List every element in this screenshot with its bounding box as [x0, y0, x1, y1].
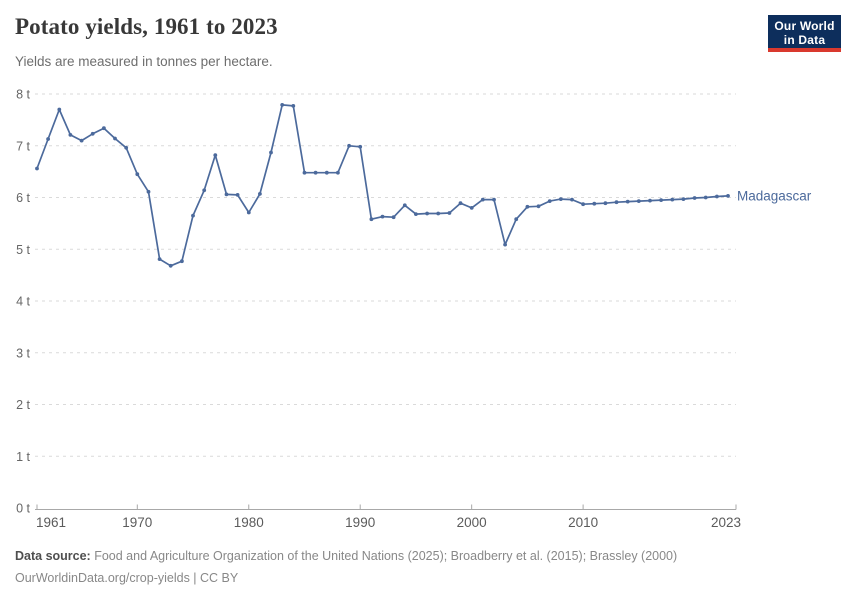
data-point-marker[interactable] [324, 170, 329, 175]
data-point-marker[interactable] [79, 138, 84, 143]
data-point-marker[interactable] [402, 203, 407, 208]
y-tick-label: 0 t [16, 502, 30, 516]
data-point-marker[interactable] [492, 197, 496, 202]
x-tick-label: 1961 [36, 515, 66, 530]
data-point-marker[interactable] [614, 200, 619, 205]
data-point-marker[interactable] [57, 107, 62, 112]
y-tick-label: 6 t [16, 191, 30, 205]
data-point-marker[interactable] [692, 196, 697, 200]
data-point-marker[interactable] [168, 263, 173, 268]
data-point-marker[interactable] [113, 136, 117, 141]
data-point-marker[interactable] [414, 212, 418, 217]
data-point-marker[interactable] [336, 170, 340, 175]
data-point-marker[interactable] [258, 192, 262, 196]
data-point-marker[interactable] [369, 217, 374, 222]
data-point-marker[interactable] [570, 197, 574, 202]
data-source-line: Data source: Food and Agriculture Organi… [15, 545, 815, 567]
data-point-marker[interactable] [603, 201, 608, 206]
y-tick-label: 8 t [16, 88, 30, 102]
x-tick-label: 2000 [457, 515, 487, 530]
data-point-marker[interactable] [469, 206, 474, 210]
data-point-marker[interactable] [68, 133, 73, 137]
data-point-marker[interactable] [157, 257, 162, 261]
data-point-marker[interactable] [581, 202, 585, 207]
trend-line-madagascar[interactable] [36, 104, 729, 267]
chart-subtitle: Yields are measured in tonnes per hectar… [15, 54, 273, 69]
data-point-marker[interactable] [447, 211, 452, 215]
data-point-marker[interactable] [536, 204, 541, 209]
y-tick-label: 7 t [16, 139, 30, 153]
data-point-marker[interactable] [180, 259, 184, 264]
y-tick-label: 4 t [16, 295, 30, 309]
data-point-marker[interactable] [636, 199, 641, 204]
y-tick-label: 1 t [16, 450, 30, 464]
data-point-marker[interactable] [458, 201, 463, 206]
data-point-marker[interactable] [648, 198, 652, 203]
data-point-marker[interactable] [124, 145, 129, 150]
data-point-marker[interactable] [302, 170, 307, 175]
data-point-marker[interactable] [347, 143, 351, 148]
data-point-marker[interactable] [90, 131, 95, 136]
chart-footer: Data source: Food and Agriculture Organi… [15, 545, 815, 589]
data-point-marker[interactable] [246, 210, 251, 215]
data-point-marker[interactable] [269, 150, 273, 155]
data-point-marker[interactable] [503, 242, 507, 247]
data-point-marker[interactable] [480, 197, 485, 202]
x-tick-label: 1990 [345, 515, 375, 530]
data-point-marker[interactable] [703, 195, 708, 200]
y-tick-label: 5 t [16, 243, 30, 257]
data-point-marker[interactable] [235, 193, 240, 197]
data-point-marker[interactable] [547, 199, 552, 204]
data-point-marker[interactable] [670, 197, 675, 202]
data-point-marker[interactable] [35, 166, 39, 171]
data-point-marker[interactable] [592, 201, 597, 206]
data-point-marker[interactable] [425, 211, 429, 216]
data-point-marker[interactable] [191, 213, 195, 218]
data-point-marker[interactable] [280, 103, 285, 107]
owid-logo-line2: in Data [783, 33, 826, 47]
y-tick-label: 2 t [16, 398, 30, 412]
data-source-label: Data source: [15, 549, 91, 563]
data-source-text: Food and Agriculture Organization of the… [94, 549, 678, 563]
owid-logo-line1: Our World [774, 19, 835, 33]
chart-title: Potato yields, 1961 to 2023 [15, 14, 278, 39]
owid-logo[interactable]: Our World in Data [768, 15, 841, 52]
data-point-marker[interactable] [313, 170, 318, 175]
data-point-marker[interactable] [291, 104, 296, 108]
license-line: OurWorldinData.org/crop-yields | CC BY [15, 571, 239, 585]
x-tick-label: 2023 [711, 515, 741, 530]
x-tick-label: 1970 [122, 515, 152, 530]
data-point-marker[interactable] [391, 215, 396, 220]
data-point-marker[interactable] [681, 197, 686, 202]
owid-logo-red-bar [768, 48, 841, 52]
data-point-marker[interactable] [358, 144, 363, 149]
data-point-marker[interactable] [525, 204, 530, 209]
data-point-marker[interactable] [380, 214, 385, 219]
data-point-marker[interactable] [436, 211, 441, 216]
data-point-marker[interactable] [102, 126, 106, 131]
data-point-marker[interactable] [46, 137, 50, 141]
y-tick-label: 3 t [16, 346, 30, 360]
data-point-marker[interactable] [715, 194, 719, 199]
data-point-marker[interactable] [202, 188, 207, 193]
data-point-marker[interactable] [726, 194, 730, 198]
data-point-marker[interactable] [135, 172, 140, 177]
data-point-marker[interactable] [659, 198, 663, 203]
x-tick-label: 1980 [234, 515, 264, 530]
data-point-marker[interactable] [558, 197, 563, 202]
data-point-marker[interactable] [146, 189, 151, 194]
data-point-marker[interactable] [514, 217, 519, 222]
x-tick-label: 2010 [568, 515, 598, 530]
series-label-madagascar[interactable]: Madagascar [737, 188, 812, 203]
data-point-marker[interactable] [224, 192, 229, 197]
data-point-marker[interactable] [625, 199, 630, 204]
owid-logo-text: Our World in Data [768, 15, 841, 47]
data-point-marker[interactable] [213, 153, 218, 158]
